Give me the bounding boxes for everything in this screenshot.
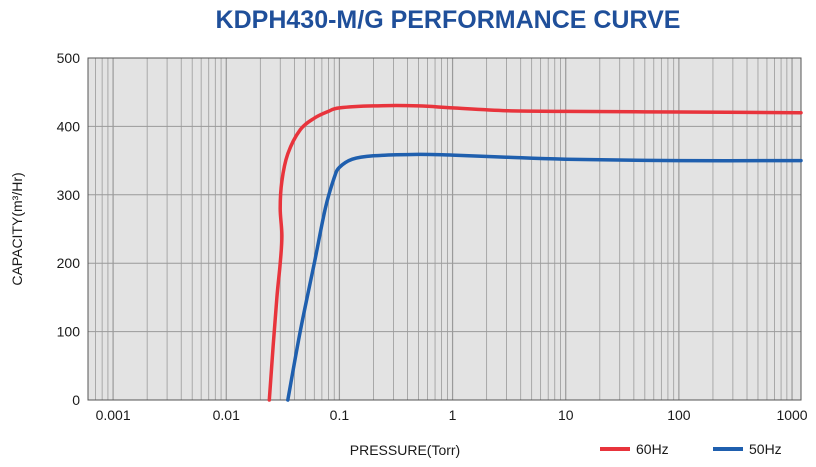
legend-item-50hz: 50Hz [713, 441, 782, 457]
series-line-50hz [286, 152, 803, 402]
tick-labels: 0.001 0.01 0.1 1 10 100 1000 0 100 200 300 400 500 [57, 50, 808, 423]
x-tick-label: 0.1 [330, 407, 350, 423]
plot-area [88, 58, 801, 400]
x-tick-label: 10 [558, 407, 574, 423]
y-tick-label: 300 [57, 187, 81, 203]
x-tick-label: 1000 [776, 407, 807, 423]
x-axis-label: PRESSURE(Torr) [350, 442, 460, 458]
series-layer [267, 103, 803, 402]
y-tick-label: 400 [57, 118, 81, 134]
x-tick-label: 0.001 [96, 407, 131, 423]
x-tick-label: 1 [449, 407, 457, 423]
y-tick-label: 200 [57, 255, 81, 271]
series-line-60hz [267, 103, 803, 402]
y-tick-label: 100 [57, 324, 81, 340]
chart-title: KDPH430-M/G PERFORMANCE CURVE [216, 6, 681, 34]
grid-lines [87, 57, 802, 401]
x-tick-label: 0.01 [213, 407, 240, 423]
plot-frame [87, 57, 802, 401]
y-tick-label: 500 [57, 50, 81, 66]
y-tick-label: 0 [72, 392, 80, 408]
legend: 60Hz 50Hz [600, 441, 782, 457]
legend-item-60hz: 60Hz [600, 441, 669, 457]
y-axis-label: CAPACITY(m³/Hr) [9, 172, 25, 285]
x-tick-label: 100 [667, 407, 691, 423]
legend-label: 60Hz [636, 441, 669, 457]
legend-label: 50Hz [749, 441, 782, 457]
